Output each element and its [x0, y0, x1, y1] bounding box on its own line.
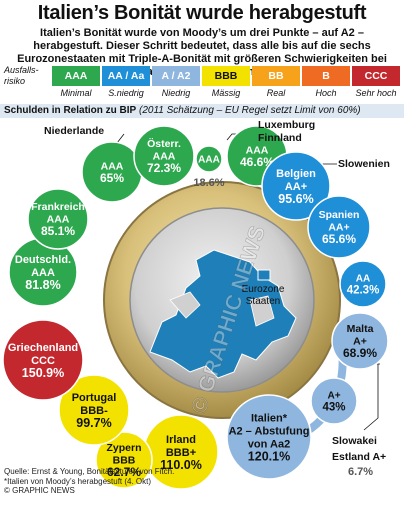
- source-note: Quelle: Ernst & Young, Bonitätsstufen vo…: [4, 467, 194, 496]
- legend-swatch-bbb: BBB: [202, 66, 250, 86]
- bubble-label: AAA: [198, 155, 220, 166]
- leader-line: [363, 364, 379, 431]
- bubble-label: Spanien: [319, 209, 360, 221]
- legend-text-bb: Real: [266, 88, 286, 98]
- legend-text-aa: S.niedrig: [108, 88, 144, 98]
- bubble-label: Irland: [166, 434, 196, 446]
- value-label: 85.1%: [41, 224, 75, 238]
- value-label: 18.6%: [193, 177, 224, 189]
- bubble-label: Belgien: [276, 168, 316, 180]
- bubble-label: A+: [353, 336, 367, 348]
- bubble-label: Italien*: [251, 412, 288, 424]
- value-label: 68.9%: [343, 346, 377, 360]
- legend-text-b: Hoch: [315, 88, 337, 98]
- country-label: Slowenien: [338, 158, 390, 170]
- bubble-label: BBB-: [80, 405, 108, 417]
- legend-swatch-b: B: [302, 66, 350, 86]
- bubble-label: Zypern: [106, 442, 141, 454]
- bubble-aaa: [195, 145, 223, 173]
- legend-swatch-bb: BB: [252, 66, 300, 86]
- bubble-frankreich: [27, 188, 89, 250]
- legend-text-aaa: Minimal: [60, 88, 92, 98]
- bubble-a-: [310, 377, 358, 425]
- legend: AAA AA / Aa A / A2 BBB BB B CCC Minimal …: [52, 66, 404, 98]
- value-label: 81.8%: [25, 278, 60, 292]
- legend-swatch-ccc: CCC: [352, 66, 400, 86]
- bubble-label: AAA: [31, 267, 55, 279]
- bubble-label: A2 – Abstufung: [229, 425, 310, 437]
- page-title: Italien’s Bonität wurde herabgestuft: [37, 2, 367, 24]
- coin-label-line2: Staaten: [246, 296, 280, 307]
- country-label: Luxemburg: [258, 119, 315, 131]
- bubble-label: AAA: [101, 160, 124, 172]
- bubble-label: Deutschld.: [15, 254, 71, 266]
- value-label: 99.7%: [76, 416, 111, 430]
- value-label: 42.3%: [347, 285, 380, 297]
- source-text: Quelle: Ernst & Young, Bonitätsstufen vo…: [4, 467, 175, 486]
- bubble-label: A+: [327, 391, 340, 402]
- value-label: 6.7%: [348, 466, 373, 478]
- bubble-label: AAA: [47, 214, 70, 226]
- bubble-belgien: [261, 151, 331, 221]
- bubble-label: Österr.: [147, 137, 181, 150]
- bubble-label: AAA: [246, 144, 269, 156]
- bubble-spanien: [307, 195, 371, 259]
- bubble-malta: [331, 312, 389, 370]
- value-label: 150.9%: [22, 366, 64, 380]
- value-label: 95.6%: [278, 192, 313, 206]
- bubble-label: Frankreich: [31, 201, 85, 213]
- bubble-label: von Aa2: [248, 438, 290, 450]
- country-label: Estland A+: [332, 451, 386, 463]
- legend-text-ccc: Sehr hoch: [355, 88, 397, 98]
- value-label: 46.6%: [240, 155, 274, 169]
- copyright-text: © GRAPHIC NEWS: [4, 486, 75, 495]
- bubble-zypern: [95, 431, 153, 489]
- bubble-label: Portugal: [72, 392, 117, 404]
- value-label: 65%: [100, 171, 124, 185]
- bubble-label: CCC: [31, 355, 55, 367]
- bubble-label: AAA: [153, 151, 176, 163]
- bubble-label: AA+: [328, 222, 349, 234]
- risk-label: Ausfalls-risiko: [4, 65, 39, 86]
- country-label: Slowakei: [332, 435, 377, 447]
- coin-label-line1: Eurozone: [242, 284, 285, 295]
- bubble-label: AA+: [285, 181, 307, 193]
- europe-map-shape: [149, 249, 297, 379]
- value-label: 43%: [322, 402, 345, 414]
- country-label: Niederlande: [44, 125, 104, 137]
- value-label: 65.6%: [322, 232, 356, 246]
- bubble-label: Griechenland: [8, 342, 78, 354]
- non-eurozone-region: [169, 291, 201, 319]
- bubble--sterr-: [133, 125, 195, 187]
- value-label: 72.3%: [147, 161, 181, 175]
- bubble-label: BBB: [113, 455, 136, 467]
- legend-swatch-aaa: AAA: [52, 66, 100, 86]
- subtitle: Italien’s Bonität wurde von Moody’s um d…: [17, 27, 387, 78]
- bubble-portugal: [58, 374, 130, 446]
- bubble-italien-: [226, 394, 312, 480]
- eurozone-legend-swatch: [257, 269, 271, 281]
- value-label: 62.7%: [107, 465, 141, 479]
- bubble-label: BBB+: [166, 447, 196, 459]
- section-heading: Schulden in Relation zu BIP (2011 Schätz…: [4, 105, 361, 116]
- value-label: 110.0%: [160, 458, 202, 472]
- non-eurozone-region: [249, 295, 275, 327]
- country-label: Finnland: [258, 132, 302, 144]
- section-band: [0, 104, 404, 118]
- legend-text-a: Niedrig: [161, 88, 191, 98]
- legend-swatch-a: A / A2: [152, 66, 200, 86]
- bubble-label: AA: [356, 274, 370, 285]
- legend-text-bbb: Mässig: [211, 88, 241, 98]
- bubble-aa: [339, 260, 387, 308]
- legend-swatch-aa: AA / Aa: [102, 66, 150, 86]
- bubble-label: Malta: [347, 323, 374, 335]
- bubble-griechenland: [2, 319, 84, 401]
- value-label: 120.1%: [248, 449, 290, 463]
